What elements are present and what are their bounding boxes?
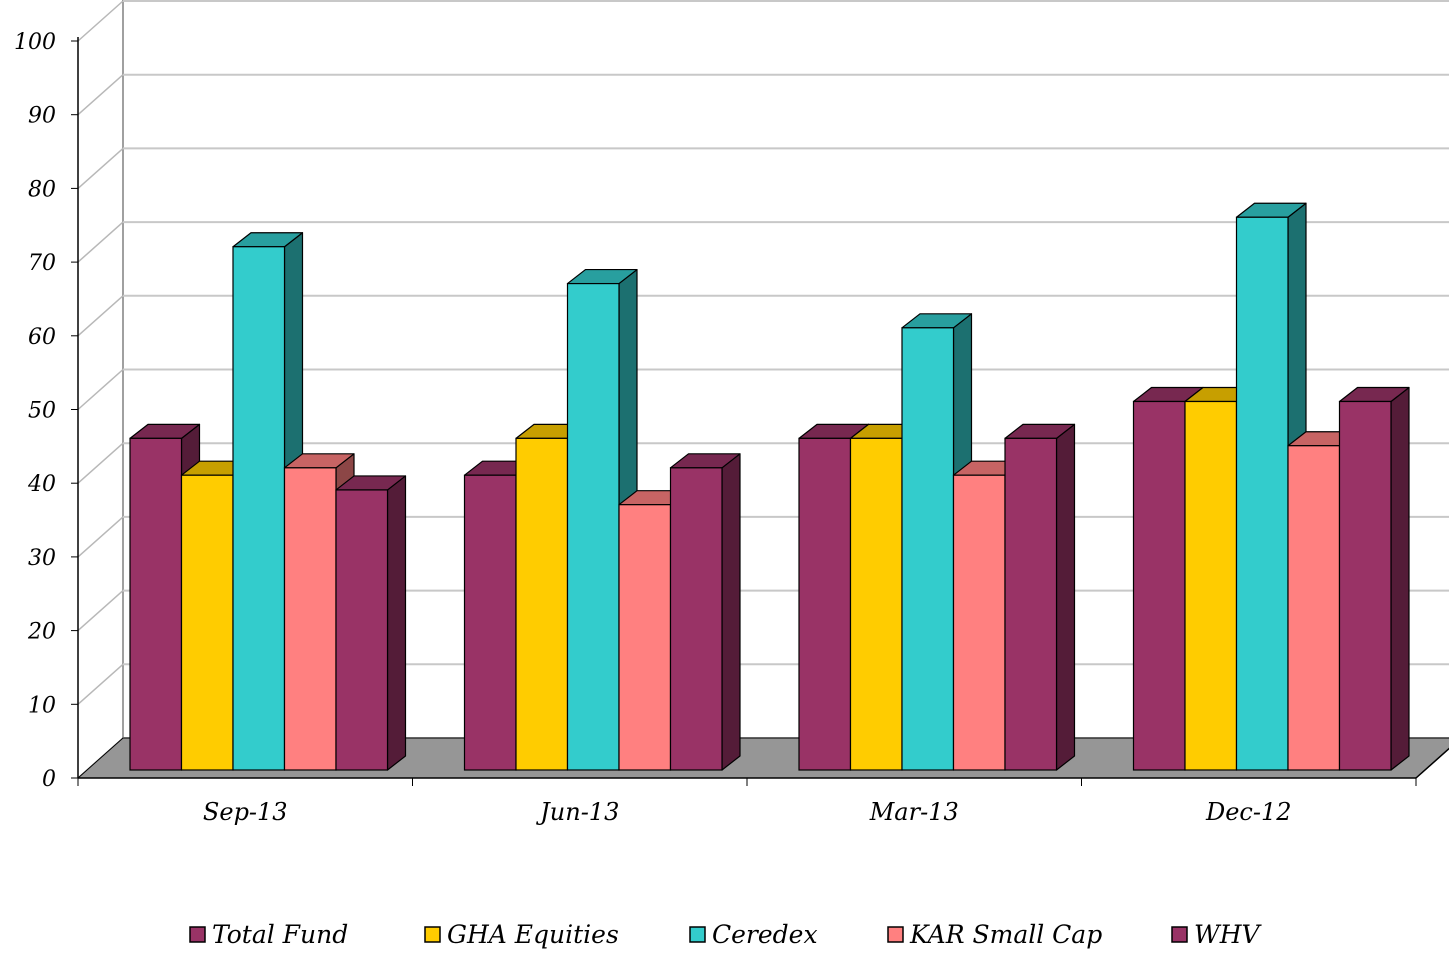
x-tick-labels: Sep-13 Jun-13 Mar-13 Dec-12 <box>203 798 1292 826</box>
bar <box>1004 423 1076 771</box>
legend-item: Total Fund <box>189 920 348 949</box>
bars <box>129 202 1410 771</box>
x-tick-label: Mar-13 <box>869 798 959 826</box>
bar-front <box>618 504 672 771</box>
gridline-depth <box>77 663 124 705</box>
y-tick-label: 80 <box>28 177 56 202</box>
legend-label: Ceredex <box>712 920 818 949</box>
y-tick-label: 90 <box>28 104 56 129</box>
bar <box>335 475 407 771</box>
x-tick-label: Sep-13 <box>203 798 288 826</box>
bar-front <box>952 474 1006 771</box>
legend-item: Ceredex <box>689 920 818 949</box>
bar-front <box>669 467 723 771</box>
bar-front <box>463 474 517 771</box>
legend-item: WHV <box>1171 920 1262 949</box>
legend-item: GHA Equities <box>424 920 619 949</box>
bar-front <box>283 467 337 771</box>
bar <box>669 453 741 771</box>
bar-front <box>1287 445 1341 771</box>
y-tick-label: 0 <box>42 767 56 792</box>
bar-front <box>232 246 286 771</box>
y-tick-label: 70 <box>28 251 56 276</box>
gridline-depth <box>77 516 124 558</box>
gridline-depth <box>77 221 124 263</box>
gridline-depth <box>77 368 124 411</box>
legend-swatch <box>424 926 441 943</box>
y-tick-label: 40 <box>27 472 56 497</box>
legend: Total Fund GHA Equities Ceredex KAR Small C… <box>189 920 1262 949</box>
legend-swatch <box>1171 926 1188 943</box>
legend-label: GHA Equities <box>447 920 619 949</box>
bar-front <box>798 437 852 771</box>
x-tick-label: Jun-13 <box>535 798 619 826</box>
bar-front <box>1184 400 1238 771</box>
y-tick-label: 100 <box>14 30 56 55</box>
bar <box>1338 386 1410 771</box>
legend-swatch <box>689 926 706 943</box>
axes <box>71 37 1449 786</box>
gridline-depth <box>77 442 124 484</box>
y-tick-label: 10 <box>28 693 56 718</box>
gridline-depth <box>77 74 124 116</box>
gridline-depth <box>77 590 124 632</box>
gridline-depth <box>77 147 124 189</box>
legend-label: WHV <box>1194 920 1262 949</box>
x-tick-label: Dec-12 <box>1205 798 1292 826</box>
bar-front <box>901 327 955 771</box>
bar-front <box>1235 216 1289 771</box>
legend-label: Total Fund <box>212 920 348 949</box>
bar-front <box>335 489 389 771</box>
bar-front <box>515 437 569 771</box>
bar-side <box>721 453 741 771</box>
bar-front <box>1132 400 1186 771</box>
legend-label: KAR Small Cap <box>909 920 1102 949</box>
legend-swatch <box>887 926 904 943</box>
bar-front <box>180 474 234 771</box>
bar-front <box>1338 400 1392 771</box>
bar-front <box>849 437 903 771</box>
bar-side <box>1055 423 1076 771</box>
legend-item: KAR Small Cap <box>887 920 1102 949</box>
legend-swatch <box>189 926 206 943</box>
y-tick-label: 20 <box>27 620 56 645</box>
gridline-depth <box>77 295 124 337</box>
bar-side <box>1390 386 1410 771</box>
y-tick-labels: 0 10 20 30 40 50 60 70 80 90 100 <box>14 30 56 792</box>
bar-front <box>566 282 620 771</box>
x-axis-depth-edge <box>1415 747 1449 779</box>
bar-front <box>129 437 183 771</box>
y-tick-label: 50 <box>28 399 56 424</box>
bar-front <box>1004 437 1058 771</box>
y-tick-label: 60 <box>28 325 56 350</box>
gridline-depth <box>77 0 124 42</box>
bar-side <box>386 475 407 771</box>
y-tick-label: 30 <box>28 546 56 571</box>
